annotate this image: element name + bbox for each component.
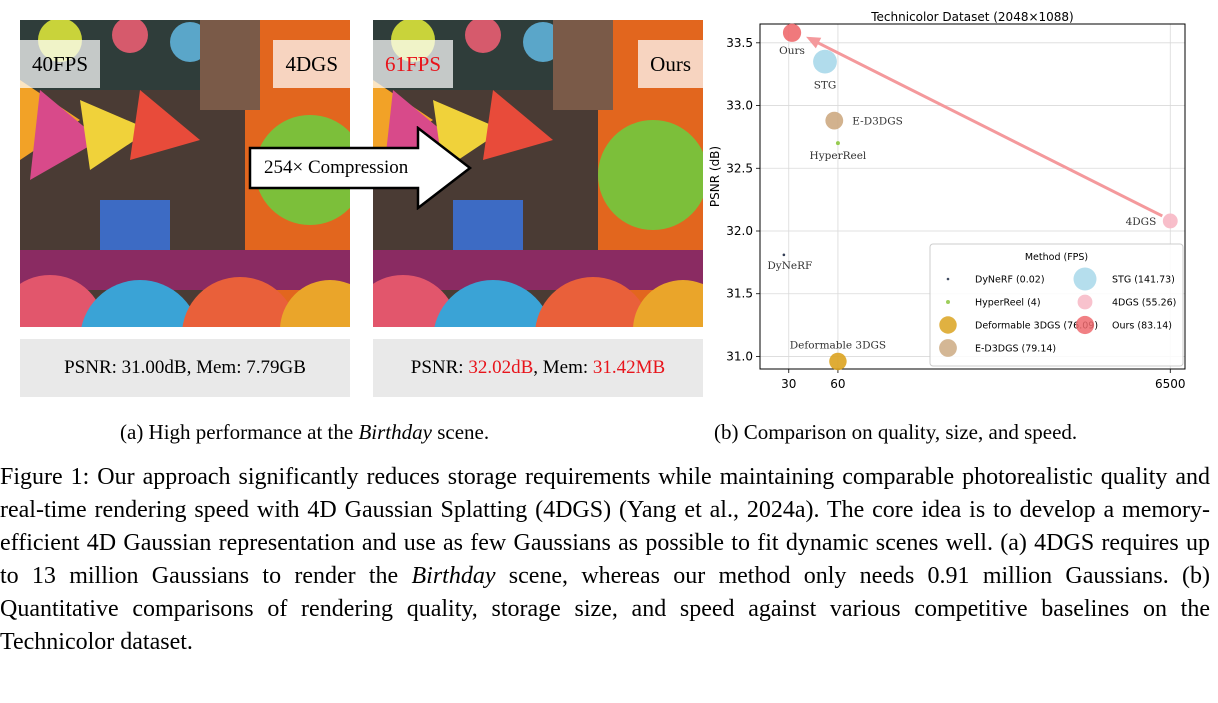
mem-prefix: , Mem: <box>533 357 593 378</box>
method-label-4dgs: 4DGS <box>273 40 350 88</box>
x-tick-label: 6500 <box>1155 377 1186 391</box>
point-label: STG <box>814 80 837 92</box>
point-label: Ours <box>779 45 805 57</box>
compression-arrow: 254× Compression <box>248 125 473 211</box>
point-label: HyperReel <box>810 150 867 162</box>
y-tick-label: 33.0 <box>726 99 753 113</box>
point-label: Deformable 3DGS <box>790 339 886 351</box>
mem-value: 31.42MB <box>592 357 666 378</box>
point-e-d3dgs <box>825 111 844 130</box>
caption-part-2: scene, whereas our method only needs 0.9… <box>0 563 1211 655</box>
subcaption-a: (a) High performance at the Birthday sce… <box>120 420 489 445</box>
legend-marker <box>1077 294 1093 310</box>
fps-label-ours: 61FPS <box>373 40 454 88</box>
caption-italic: Birthday <box>411 563 496 589</box>
fps-label-4dgs: 40FPS <box>20 40 101 88</box>
psnr-prefix: PSNR: <box>410 357 469 378</box>
legend-box <box>929 243 1184 367</box>
legend-entry: STG (141.73) <box>1112 275 1175 286</box>
legend-marker <box>1073 267 1097 291</box>
scatter-chart: Technicolor Dataset (2048×1088) 31.0 31.5 3… <box>708 10 1186 391</box>
point-deformable-3dgs <box>829 352 847 371</box>
figure-caption: Figure 1: Our approach significantly red… <box>0 461 1210 659</box>
legend-marker <box>939 339 957 357</box>
subcaption-a-prefix: (a) High performance at the <box>120 420 359 444</box>
legend-marker <box>946 300 950 304</box>
plot-frame <box>759 23 1186 370</box>
chart-title: Technicolor Dataset (2048×1088) <box>870 10 1073 24</box>
legend-marker <box>939 316 957 334</box>
legend-entry: Deformable 3DGS (76.09) <box>975 321 1098 332</box>
caption-part-1: Figure 1: Our approach significantly red… <box>0 464 1210 589</box>
point-4dgs <box>1162 213 1178 229</box>
legend-entry: Ours (83.14) <box>1112 321 1172 332</box>
point-dynerf <box>782 253 786 257</box>
y-tick-label: 31.0 <box>726 349 753 363</box>
y-tick-label: 32.0 <box>726 224 753 238</box>
subcaption-b: (b) Comparison on quality, size, and spe… <box>714 420 1078 444</box>
legend-entry: 4DGS (55.26) <box>1112 298 1176 309</box>
y-tick-label: 33.5 <box>726 36 753 50</box>
y-tick-label: 31.5 <box>726 287 753 301</box>
legend-entry: E-D3DGS (79.14) <box>975 344 1056 355</box>
compression-label: 254× Compression <box>264 157 409 178</box>
subcaption-a-suffix: scene. <box>431 420 490 444</box>
x-tick-label: 30 <box>781 377 796 391</box>
legend-marker <box>946 277 950 281</box>
point-label: DyNeRF <box>767 260 812 272</box>
legend-entry: DyNeRF (0.02) <box>975 275 1045 286</box>
point-hyperreel <box>835 141 840 146</box>
legend-entry: HyperReel (4) <box>975 298 1041 309</box>
legend-marker <box>1075 315 1095 335</box>
y-tick-label: 32.5 <box>726 161 753 175</box>
point-label: 4DGS <box>1126 216 1157 228</box>
comparison-arrow-head <box>806 36 822 49</box>
right-arrow-icon <box>248 125 473 211</box>
subcaption-a-italic: Birthday <box>358 420 432 444</box>
metric-box-4dgs: PSNR: 31.00dB, Mem: 7.79GB <box>20 339 350 397</box>
point-stg <box>813 49 837 74</box>
point-label: E-D3DGS <box>852 116 903 128</box>
y-axis-label: PSNR (dB) <box>708 146 722 207</box>
point-ours <box>782 23 802 42</box>
method-label-ours: Ours <box>638 40 703 88</box>
comparison-arrow-line <box>812 39 1163 218</box>
x-tick-label: 60 <box>830 377 845 391</box>
metric-box-ours: PSNR: 32.02dB, Mem: 31.42MB <box>373 339 703 397</box>
psnr-value: 32.02dB <box>468 357 534 378</box>
legend-title: Method (FPS) <box>1025 252 1088 263</box>
